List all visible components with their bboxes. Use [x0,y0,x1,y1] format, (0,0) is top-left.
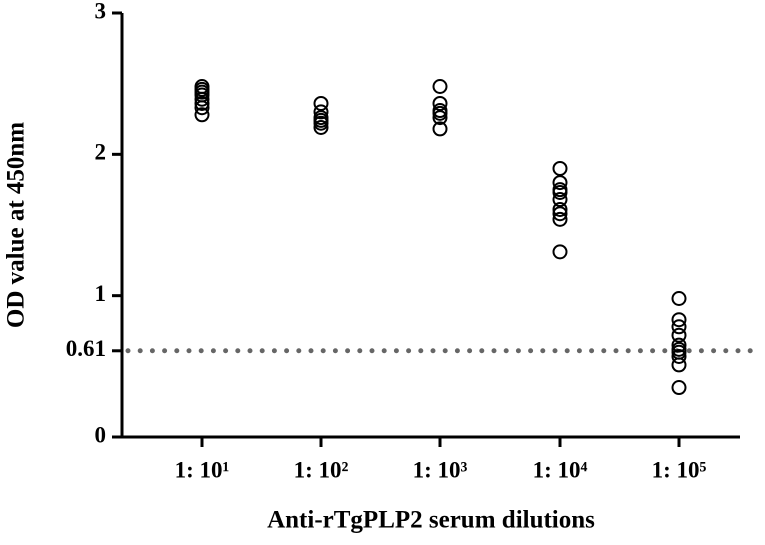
data-point [432,121,448,137]
data-point [313,115,329,131]
data-point [552,201,568,217]
y-tick-label: 0 [95,422,107,447]
data-point [552,211,568,227]
data-point [671,319,687,335]
data-point [313,95,329,111]
data-point [194,91,210,107]
x-tick-label: 1: 10² [294,457,349,482]
data-point [671,312,687,328]
x-tick-label: 1: 10⁴ [533,457,588,482]
data-point [552,244,568,260]
data-point [671,380,687,396]
y-tick-label: 0.61 [66,336,106,361]
data-point [552,192,568,208]
data-point [432,78,448,94]
data-point [552,206,568,222]
data-point [313,119,329,135]
x-tick-label: 1: 10⁵ [652,457,707,482]
data-point [194,95,210,111]
data-point [671,357,687,373]
x-tick-label: 1: 10³ [413,457,468,482]
data-point [432,95,448,111]
y-axis-title: OD value at 450nm [3,122,30,328]
data-point [432,105,448,121]
data-point [552,160,568,176]
x-axis-title: Anti-rTgPLP2 serum dilutions [267,507,595,534]
data-point [552,175,568,191]
data-point [313,104,329,120]
data-point [671,290,687,306]
data-point [671,348,687,364]
data-point [194,107,210,123]
data-point [671,337,687,353]
data-point [194,100,210,116]
data-point [671,327,687,343]
data-point [552,184,568,200]
y-tick-label: 3 [95,0,107,23]
data-point [432,110,448,126]
x-tick-label: 1: 10¹ [175,457,230,482]
y-tick-label: 1 [95,281,107,306]
y-tick-label: 2 [95,140,107,165]
